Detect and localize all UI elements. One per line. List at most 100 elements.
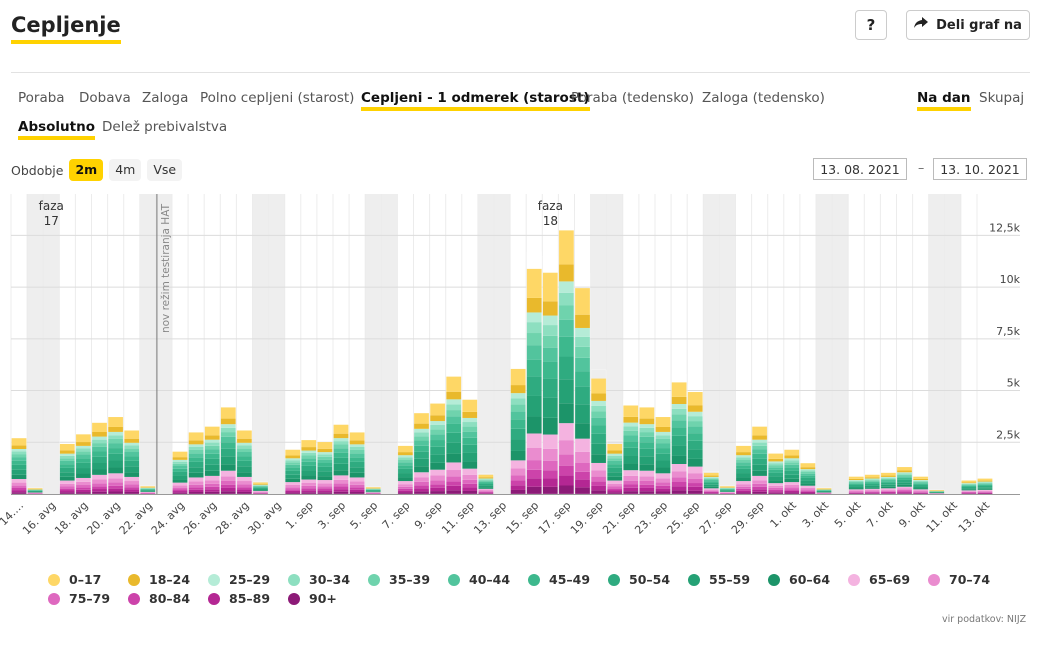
legend-item[interactable]: 75–79 — [48, 591, 110, 606]
date-to-input[interactable]: 13. 10. 2021 — [933, 158, 1027, 180]
bar-segment — [220, 436, 236, 443]
legend-item[interactable]: 25–29 — [208, 572, 270, 587]
bar-segment — [285, 460, 301, 463]
bar-segment — [607, 467, 623, 473]
legend-item[interactable]: 70–74 — [928, 572, 990, 587]
legend-item[interactable]: 60–64 — [768, 572, 830, 587]
help-button[interactable]: ? — [855, 10, 887, 40]
bar-segment — [864, 490, 880, 492]
bar-segment — [220, 480, 236, 485]
tab-zaloga-tedensko[interactable]: Zaloga (tedensko) — [702, 90, 825, 106]
legend-item[interactable]: 90+ — [288, 591, 337, 606]
measure-delez-prebivalstva[interactable]: Delež prebivalstva — [102, 119, 228, 135]
bar-segment — [478, 490, 494, 492]
bar-segment — [864, 488, 880, 491]
bar-segment — [816, 492, 832, 493]
bar-segment — [736, 492, 751, 494]
bar-segment — [768, 472, 784, 477]
bar-segment — [752, 470, 768, 476]
bar-segment — [736, 455, 751, 458]
legend-item[interactable]: 85–89 — [208, 591, 270, 606]
bar-segment — [591, 454, 607, 463]
legend-item[interactable]: 45–49 — [528, 572, 590, 587]
bar-segment — [478, 491, 494, 492]
bar-segment — [655, 438, 671, 444]
bar-segment — [92, 446, 107, 452]
day-band — [783, 194, 800, 494]
bar-segment — [784, 449, 800, 456]
measure-absolutno[interactable]: Absolutno — [18, 118, 95, 140]
tab-dobava[interactable]: Dobava — [79, 90, 131, 106]
tab-cepljeni-1-odmerek[interactable]: Cepljeni - 1 odmerek (starost) — [361, 89, 590, 111]
bar-segment — [204, 449, 220, 454]
legend-item[interactable]: 80–84 — [128, 591, 190, 606]
bar-segment — [542, 486, 558, 494]
legend-label: 60–64 — [789, 572, 831, 587]
bar-segment — [59, 450, 75, 454]
bar-segment — [655, 478, 671, 483]
bar-segment — [478, 487, 494, 489]
legend-item[interactable]: 30–34 — [288, 572, 350, 587]
bar-segment — [446, 399, 462, 405]
bar-segment — [124, 481, 140, 485]
bar-segment — [236, 487, 252, 490]
tab-poraba[interactable]: Poraba — [18, 90, 65, 106]
date-from-input[interactable]: 13. 08. 2021 — [813, 158, 907, 180]
bar-segment — [913, 493, 929, 494]
bar-segment — [430, 424, 446, 430]
bar-segment — [977, 480, 993, 482]
bar-segment — [172, 479, 188, 483]
bar-segment — [526, 395, 542, 417]
legend-item[interactable]: 35–39 — [368, 572, 430, 587]
legend-item[interactable]: 0–17 — [48, 572, 101, 587]
bar-segment — [188, 457, 204, 462]
period-4m-button[interactable]: 4m — [109, 159, 142, 181]
day-band — [59, 194, 76, 494]
bar-segment — [27, 488, 43, 489]
bar-segment — [719, 493, 735, 494]
bar-segment — [977, 478, 993, 481]
bar-segment — [462, 399, 478, 412]
bar-segment — [59, 460, 75, 465]
x-tick-label: 28. avg — [213, 499, 251, 537]
legend-item[interactable]: 50–54 — [608, 572, 670, 587]
bar-segment — [204, 480, 220, 484]
bar-segment — [253, 485, 268, 487]
bar-segment — [703, 482, 719, 485]
bar-segment — [719, 488, 735, 490]
bar-segment — [108, 431, 124, 436]
tab-polno-cepljeni[interactable]: Polno cepljeni (starost) — [200, 90, 355, 106]
tab-poraba-tedensko[interactable]: Poraba (tedensko) — [571, 90, 695, 106]
bar-segment — [188, 446, 204, 450]
bar-segment — [848, 490, 864, 492]
bar-segment — [430, 487, 446, 492]
bar-segment — [703, 481, 719, 483]
bar-segment — [27, 491, 43, 493]
bar-segment — [317, 466, 333, 472]
legend-item[interactable]: 55–59 — [688, 572, 750, 587]
tab-zaloga[interactable]: Zaloga — [142, 90, 189, 106]
share-button[interactable]: Deli graf na — [906, 10, 1030, 40]
bar-segment — [365, 493, 381, 494]
weekend-band — [816, 194, 833, 494]
legend-swatch — [128, 573, 140, 586]
bar-segment — [253, 487, 268, 489]
period-vse-button[interactable]: Vse — [147, 159, 183, 181]
mode-na-dan[interactable]: Na dan — [917, 89, 971, 111]
bar-segment — [961, 483, 977, 485]
x-tick-label: 27. sep — [697, 499, 735, 537]
bar-segment — [253, 488, 268, 491]
bar-segment — [236, 466, 252, 473]
bar-segment — [92, 469, 107, 475]
bar-segment — [397, 468, 413, 474]
bar-segment — [140, 489, 156, 491]
bar-segment — [253, 493, 268, 494]
bar-segment — [462, 444, 478, 453]
period-2m-button[interactable]: 2m — [69, 159, 104, 181]
legend-item[interactable]: 40–44 — [448, 572, 510, 587]
legend-item[interactable]: 65–69 — [848, 572, 910, 587]
mode-skupaj[interactable]: Skupaj — [979, 90, 1025, 106]
legend-item[interactable]: 18–24 — [128, 572, 190, 587]
bar-segment — [623, 484, 639, 488]
legend-label: 75–79 — [69, 591, 111, 606]
